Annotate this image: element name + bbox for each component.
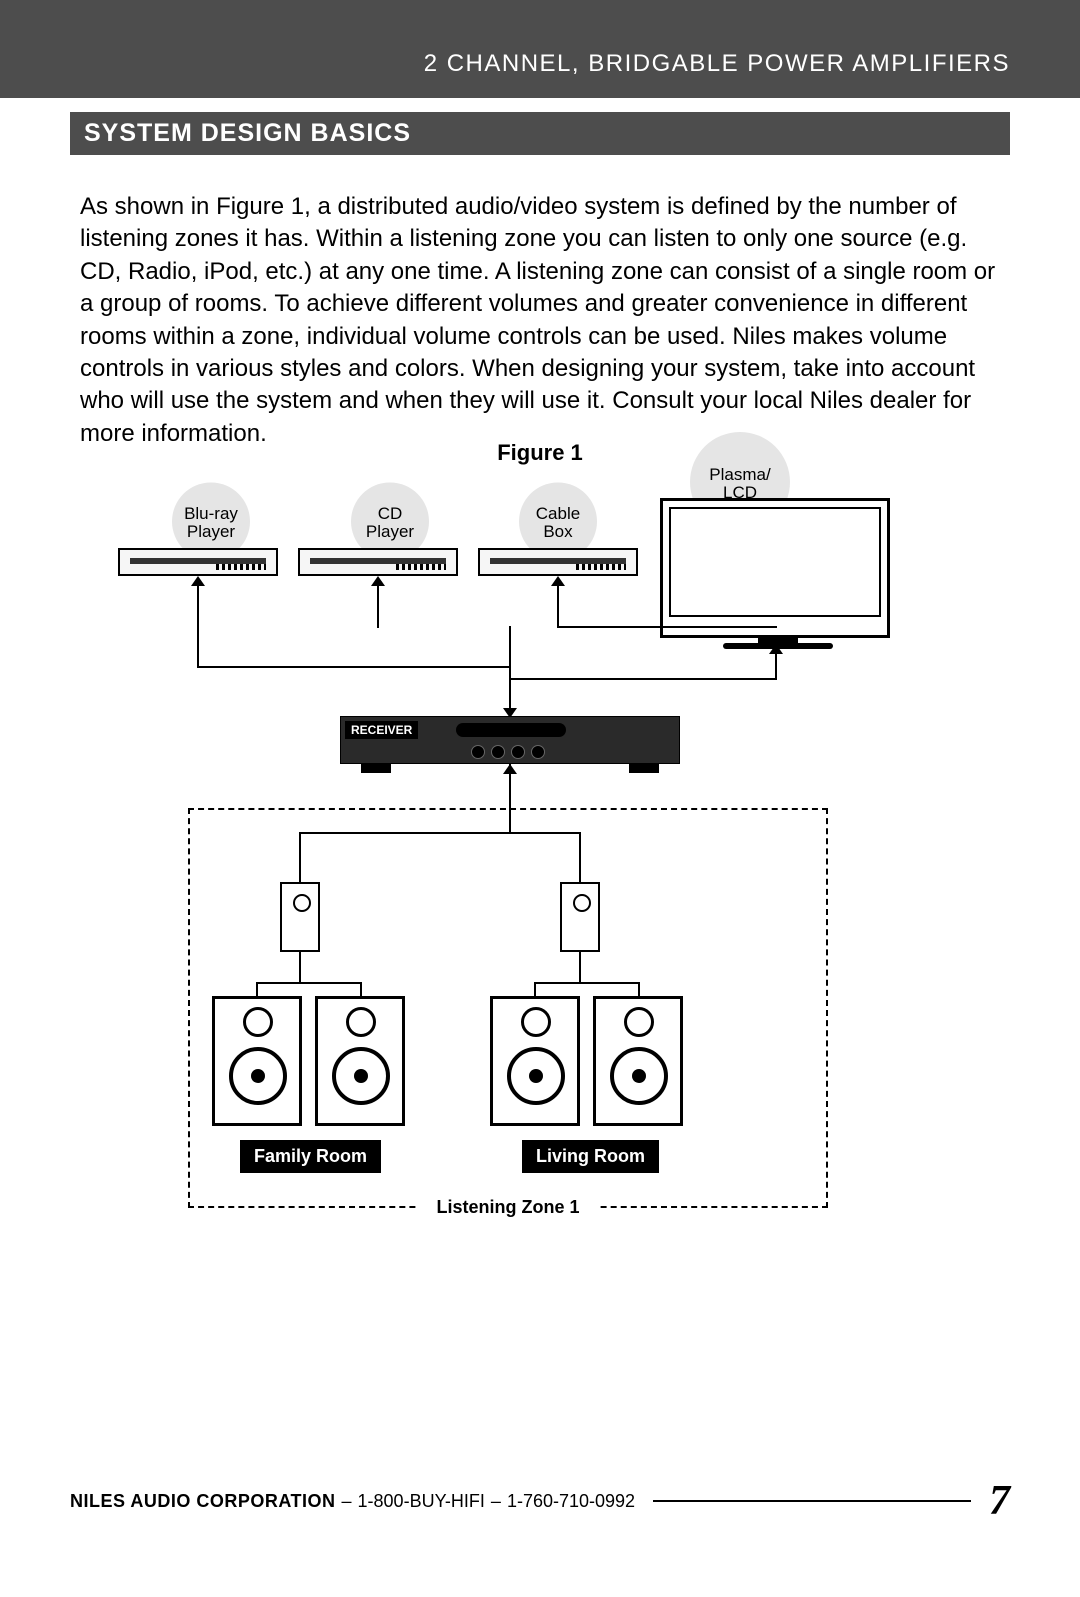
volume-control-living xyxy=(560,882,600,952)
figure-1: Figure 1 Blu-ray Player CD Player Cable … xyxy=(100,440,980,1270)
speaker-icon xyxy=(315,996,405,1126)
device-bluray xyxy=(118,548,278,576)
page-footer: NILES AUDIO CORPORATION – 1-800-BUY-HIFI… xyxy=(70,1477,1010,1525)
device-cd xyxy=(298,548,458,576)
footer-company: NILES AUDIO CORPORATION xyxy=(70,1491,336,1512)
label-text: Plasma/ LCD xyxy=(709,465,770,502)
label-text: CD Player xyxy=(366,504,414,541)
footer-phone-numeric: 1-760-710-0992 xyxy=(507,1491,635,1512)
body-paragraph: As shown in Figure 1, a distributed audi… xyxy=(80,191,1000,450)
section-title: SYSTEM DESIGN BASICS xyxy=(70,112,1010,155)
section-header: SYSTEM DESIGN BASICS xyxy=(70,112,1010,155)
device-tv xyxy=(660,498,890,638)
label-bluray: Blu-ray Player xyxy=(171,505,251,541)
speaker-icon xyxy=(593,996,683,1126)
volume-control-family xyxy=(280,882,320,952)
label-cable: Cable Box xyxy=(523,505,593,541)
receiver-badge: RECEIVER xyxy=(345,721,418,739)
footer-phone-vanity: 1-800-BUY-HIFI xyxy=(358,1491,485,1512)
product-line-title: 2 CHANNEL, BRIDGABLE POWER AMPLIFIERS xyxy=(424,50,1010,78)
room-tag-family: Family Room xyxy=(240,1140,381,1173)
device-receiver: RECEIVER xyxy=(340,716,680,764)
page-number: 7 xyxy=(989,1477,1010,1525)
footer-rule xyxy=(653,1500,971,1502)
figure-title: Figure 1 xyxy=(100,440,980,466)
label-text: Cable Box xyxy=(536,504,580,541)
label-text: Blu-ray Player xyxy=(184,504,238,541)
speaker-icon xyxy=(212,996,302,1126)
label-cd: CD Player xyxy=(355,505,425,541)
page-header-bar: 2 CHANNEL, BRIDGABLE POWER AMPLIFIERS xyxy=(0,0,1080,98)
footer-sep: – xyxy=(342,1491,352,1512)
label-plasma: Plasma/ LCD xyxy=(690,466,790,502)
footer-sep: – xyxy=(491,1491,501,1512)
zone-label: Listening Zone 1 xyxy=(418,1197,598,1218)
speaker-icon xyxy=(490,996,580,1126)
device-cable xyxy=(478,548,638,576)
room-tag-living: Living Room xyxy=(522,1140,659,1173)
